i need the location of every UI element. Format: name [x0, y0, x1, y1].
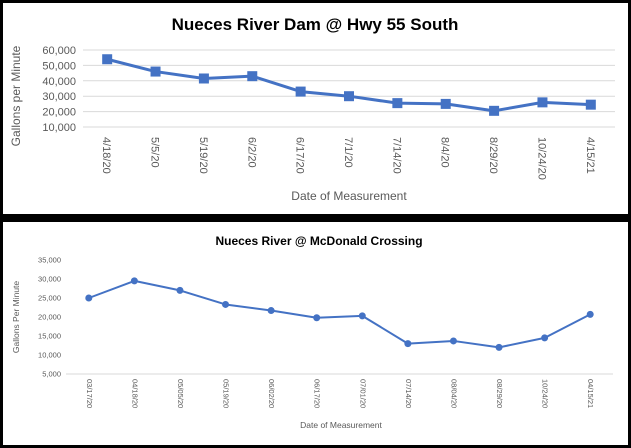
data-point [267, 307, 275, 315]
x-tick-label: 08/29/20 [495, 379, 504, 408]
data-point [404, 340, 412, 348]
y-tick-label: 10,000 [38, 351, 61, 360]
x-tick-label: 5/19/20 [197, 137, 209, 174]
data-point [495, 343, 503, 351]
data-point [247, 71, 258, 82]
data-point [313, 314, 321, 322]
data-point [537, 97, 548, 108]
y-tick-label: 35,000 [38, 256, 61, 265]
chart-panel-mcdonald: Nueces River @ McDonald Crossing Gallons… [3, 222, 628, 445]
x-tick-label: 5/5/20 [149, 137, 161, 168]
y-tick-label: 40,000 [42, 76, 76, 88]
x-axis-label: Date of Measurement [300, 420, 382, 430]
x-tick-label: 07/14/20 [404, 379, 413, 408]
y-tick-label: 30,000 [42, 91, 76, 103]
x-tick-label: 08/04/20 [449, 379, 458, 408]
x-tick-label: 10/24/20 [535, 137, 547, 180]
x-tick-label: 07/01/20 [358, 379, 367, 408]
data-point [541, 334, 549, 342]
y-tick-label: 15,000 [38, 332, 61, 341]
y-tick-label: 20,000 [42, 107, 76, 119]
x-tick-label: 04/15/21 [586, 379, 595, 408]
y-tick-label: 25,000 [38, 294, 61, 303]
chart-panel-dam: Nueces River Dam @ Hwy 55 South Gallons … [3, 3, 628, 214]
data-point [344, 91, 354, 102]
series-line [106, 57, 591, 113]
y-tick-label: 20,000 [38, 313, 61, 322]
x-axis-label: Date of Measurement [291, 189, 407, 203]
data-point [585, 99, 596, 110]
y-axis-label: Gallons per Minute [9, 45, 23, 146]
x-tick-label: 03/17/20 [85, 379, 94, 408]
x-tick-label: 06/02/20 [267, 379, 276, 408]
chart-title: Nueces River Dam @ Hwy 55 South [172, 15, 459, 34]
plot-area: 5,000 10,000 15,000 20,000 25,000 30,000 35,00… [38, 256, 613, 408]
y-tick-label: 30,000 [38, 275, 61, 284]
y-tick-label: 50,000 [42, 60, 76, 72]
x-tick-label: 05/05/20 [176, 379, 185, 408]
data-point [489, 105, 500, 116]
x-tick-label: 4/15/21 [584, 137, 596, 174]
x-tick-label: 7/1/20 [342, 137, 354, 168]
x-tick-label: 04/18/20 [130, 379, 139, 408]
data-point [586, 310, 594, 318]
x-tick-label: 06/17/20 [313, 379, 322, 408]
x-tick-label: 05/19/20 [222, 379, 231, 408]
y-tick-label: 10,000 [42, 122, 76, 134]
x-tick-label: 6/17/20 [294, 137, 306, 174]
chart-title: Nueces River @ McDonald Crossing [215, 234, 422, 248]
data-point [176, 286, 184, 294]
x-tick-label: 4/18/20 [100, 137, 112, 174]
data-point [150, 66, 161, 77]
data-point [222, 300, 230, 308]
x-tick-label: 10/24/20 [541, 379, 550, 408]
data-point [392, 98, 403, 109]
y-tick-label: 5,000 [42, 370, 61, 379]
data-point [440, 98, 451, 109]
data-point [85, 294, 93, 302]
y-tick-label: 60,000 [42, 45, 76, 57]
y-axis-label: Gallons Per Minute [11, 281, 21, 354]
data-point [358, 312, 366, 320]
x-tick-label: 6/2/20 [245, 137, 257, 168]
x-tick-label: 8/29/20 [487, 137, 499, 174]
data-point [198, 73, 209, 84]
x-tick-label: 8/4/20 [439, 137, 451, 168]
series-line [88, 279, 591, 349]
chart-dam: Nueces River Dam @ Hwy 55 South Gallons … [9, 15, 615, 203]
data-point [449, 337, 457, 345]
data-point [102, 54, 113, 65]
chart-mcdonald: Nueces River @ McDonald Crossing Gallons… [11, 234, 613, 430]
data-point [130, 277, 138, 285]
x-tick-label: 7/14/20 [390, 137, 402, 174]
data-point [295, 86, 306, 97]
plot-area: 10,000 20,000 30,000 40,000 50,000 60,000 4/18… [42, 45, 615, 180]
